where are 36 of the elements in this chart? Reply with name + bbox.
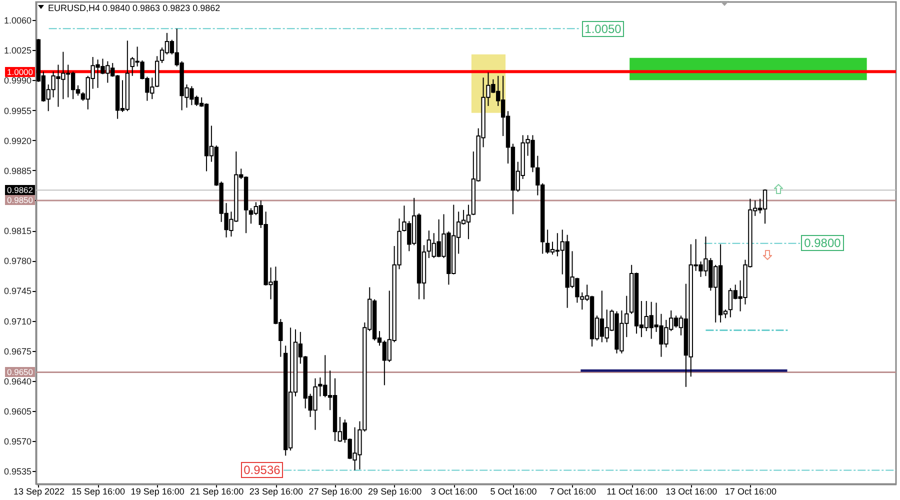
y-tick-label: 1.0025 bbox=[4, 46, 32, 56]
y-tick-label: 1.0060 bbox=[4, 16, 32, 26]
y-tick-label: 0.9640 bbox=[4, 376, 32, 386]
x-tick-label: 11 Oct 16:00 bbox=[606, 486, 658, 496]
x-tick-label: 7 Oct 16:00 bbox=[550, 486, 596, 496]
y-tick-label: 0.9920 bbox=[4, 136, 32, 146]
x-tick-label: 5 Oct 16:00 bbox=[490, 486, 537, 496]
x-tick-label: 15 Sep 16:00 bbox=[72, 486, 126, 496]
ref-line-label: 1.0050 bbox=[582, 20, 624, 37]
x-tick-label: 27 Sep 16:00 bbox=[308, 486, 362, 496]
x-tick-label: 13 Sep 2022 bbox=[13, 486, 64, 496]
y-tick-label: 0.9885 bbox=[4, 166, 32, 176]
x-tick-label: 17 Oct 16:00 bbox=[724, 486, 776, 496]
x-tick-label: 19 Sep 16:00 bbox=[130, 486, 184, 496]
chart-title: EURUSD,H4 0.9840 0.9863 0.9823 0.9862 bbox=[48, 3, 220, 13]
x-tick-label: 29 Sep 16:00 bbox=[368, 486, 422, 496]
y-tick-label: 0.9605 bbox=[4, 406, 32, 416]
ref-line-label: 0.9800 bbox=[801, 235, 844, 252]
ref-line-label: 0.9536 bbox=[240, 462, 284, 478]
x-tick-label: 3 Oct 16:00 bbox=[430, 486, 478, 496]
ref-line-label: 0.9850 bbox=[5, 195, 35, 206]
y-tick-label: 0.9710 bbox=[4, 316, 32, 326]
ref-line-label: 1.0000 bbox=[5, 66, 35, 77]
y-tick-label: 0.9780 bbox=[4, 256, 32, 266]
ref-line-label: 0.9650 bbox=[5, 367, 35, 378]
x-tick-label: 21 Sep 16:00 bbox=[190, 486, 244, 496]
y-tick-label: 0.9745 bbox=[4, 286, 32, 296]
x-tick-label: 23 Sep 16:00 bbox=[249, 486, 303, 496]
x-tick-label: 13 Oct 16:00 bbox=[666, 486, 718, 496]
y-tick-label: 0.9815 bbox=[4, 226, 32, 236]
y-tick-label: 0.9955 bbox=[4, 106, 32, 116]
y-tick-label: 0.9535 bbox=[4, 466, 32, 477]
y-tick-label: 0.9990 bbox=[4, 76, 32, 86]
y-tick-label: 0.9570 bbox=[4, 436, 32, 447]
ref-line-label: 0.9862 bbox=[5, 185, 35, 196]
y-tick-label: 0.9675 bbox=[4, 346, 32, 356]
